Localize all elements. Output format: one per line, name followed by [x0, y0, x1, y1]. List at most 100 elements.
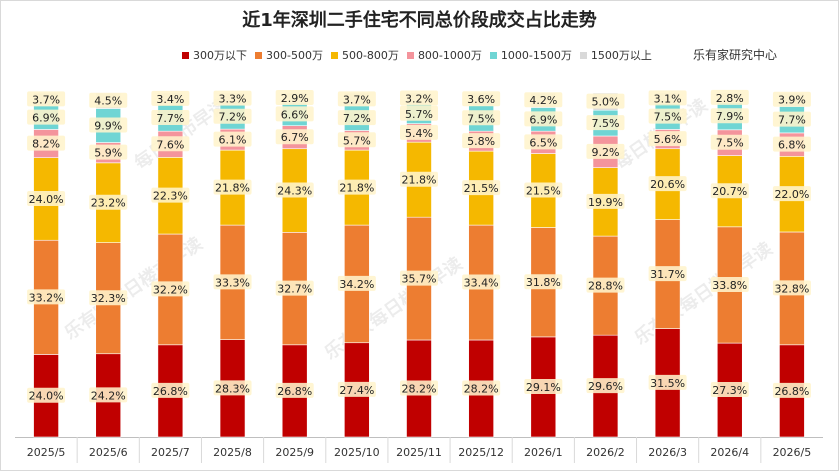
data-label-bg — [337, 132, 376, 148]
legend-label: 300-500万 — [266, 49, 323, 62]
legend-label: 500-800万 — [341, 49, 399, 62]
data-label: 3.9% — [778, 94, 806, 107]
data-label: 29.6% — [588, 380, 623, 393]
x-tick-label: 2025/12 — [458, 446, 504, 459]
data-label-bg — [710, 183, 749, 199]
x-tick-label: 2026/4 — [710, 446, 749, 459]
data-label-bg — [772, 91, 811, 107]
data-label: 7.5% — [467, 112, 495, 125]
data-label: 4.5% — [94, 95, 122, 108]
data-label-bg — [89, 387, 128, 403]
data-label: 22.3% — [153, 190, 188, 203]
data-label-bg — [586, 143, 625, 159]
data-label: 6.9% — [32, 112, 60, 125]
legend-swatch — [182, 51, 189, 59]
data-label-bg — [710, 276, 749, 292]
data-label: 6.7% — [281, 131, 309, 144]
data-label-bg — [27, 387, 66, 403]
source-note: 乐有家研究中心 — [693, 48, 778, 62]
data-label: 7.7% — [778, 114, 806, 127]
legend-label: 1000-1500万 — [500, 49, 572, 62]
data-label-bg — [400, 90, 438, 106]
data-label: 7.2% — [343, 112, 371, 125]
data-label-bg — [648, 131, 687, 147]
data-label-bg — [710, 108, 749, 124]
data-label: 3.3% — [219, 93, 247, 106]
data-label-bg — [27, 109, 66, 125]
data-label: 8.2% — [32, 138, 60, 151]
data-label: 20.6% — [650, 178, 685, 191]
data-label: 31.5% — [650, 377, 685, 390]
data-label: 24.0% — [29, 390, 64, 403]
data-label-bg — [648, 374, 687, 390]
data-label-bg — [772, 280, 811, 296]
data-label: 5.9% — [94, 147, 122, 160]
data-label: 33.3% — [215, 276, 250, 289]
data-label: 21.5% — [464, 182, 499, 195]
data-label: 4.2% — [529, 94, 557, 107]
legend-swatch — [579, 51, 587, 59]
data-label: 7.2% — [219, 111, 247, 124]
data-label-bg — [586, 93, 625, 109]
data-label-bg — [213, 108, 252, 124]
data-label: 33.4% — [464, 277, 499, 290]
x-tick-label: 2025/6 — [89, 446, 128, 459]
data-label: 21.8% — [339, 182, 374, 195]
data-label: 6.1% — [219, 134, 247, 147]
data-label: 31.7% — [650, 268, 685, 281]
data-label-bg — [89, 144, 128, 160]
legend-swatch — [406, 51, 414, 59]
data-label: 7.9% — [716, 110, 744, 123]
legend-item-0: 300万以下 — [182, 47, 247, 63]
data-label: 5.8% — [467, 135, 495, 148]
x-tick-label: 2026/2 — [586, 446, 625, 459]
data-label-bg — [648, 176, 687, 192]
data-label-bg — [400, 124, 438, 140]
data-label: 3.6% — [467, 93, 495, 106]
x-tick-label: 2026/3 — [648, 446, 687, 459]
data-label-bg — [400, 380, 438, 396]
data-label-bg — [462, 180, 501, 196]
data-label: 31.8% — [526, 276, 561, 289]
data-label-bg — [275, 89, 314, 105]
data-label-bg — [710, 382, 749, 398]
x-tick-label: 2025/9 — [275, 446, 314, 459]
data-label: 7.5% — [716, 137, 744, 150]
x-tick-label: 2026/5 — [773, 446, 812, 459]
data-label-bg — [27, 289, 66, 305]
data-label-bg — [27, 135, 66, 151]
data-label: 33.2% — [29, 291, 64, 304]
data-label: 23.2% — [91, 197, 126, 210]
data-label: 28.2% — [402, 382, 437, 395]
data-label-bg — [151, 281, 190, 297]
chart-legend: 300万以下 300-500万 500-800万 800-1000万 1000-… — [182, 47, 660, 63]
data-label: 6.6% — [281, 108, 309, 121]
data-label-bg — [648, 90, 687, 106]
data-label-bg — [275, 382, 314, 398]
data-label-bg — [27, 190, 66, 206]
data-label: 28.3% — [215, 382, 250, 395]
data-label: 28.8% — [588, 280, 623, 293]
data-label-bg — [213, 380, 252, 396]
data-label-bg — [400, 171, 438, 187]
data-label: 2.9% — [281, 92, 309, 105]
data-label: 5.7% — [405, 108, 433, 121]
x-tick-label: 2025/5 — [27, 446, 66, 459]
data-label-bg — [89, 194, 128, 210]
data-label: 35.7% — [402, 273, 437, 286]
data-label: 9.9% — [94, 120, 122, 133]
data-label: 7.5% — [654, 111, 682, 124]
data-label-bg — [337, 91, 376, 107]
data-label: 32.2% — [153, 283, 188, 296]
data-label: 7.7% — [156, 112, 184, 125]
legend-swatch — [255, 51, 262, 59]
data-label-bg — [462, 91, 501, 107]
data-label: 3.7% — [32, 93, 60, 106]
data-label: 27.4% — [339, 384, 374, 397]
legend-item-5: 1500万以上 — [579, 47, 652, 63]
data-label-bg — [213, 179, 252, 195]
data-label-bg — [151, 109, 190, 125]
data-label-bg — [337, 381, 376, 397]
data-label-bg — [710, 134, 749, 150]
data-label: 26.8% — [774, 385, 809, 398]
